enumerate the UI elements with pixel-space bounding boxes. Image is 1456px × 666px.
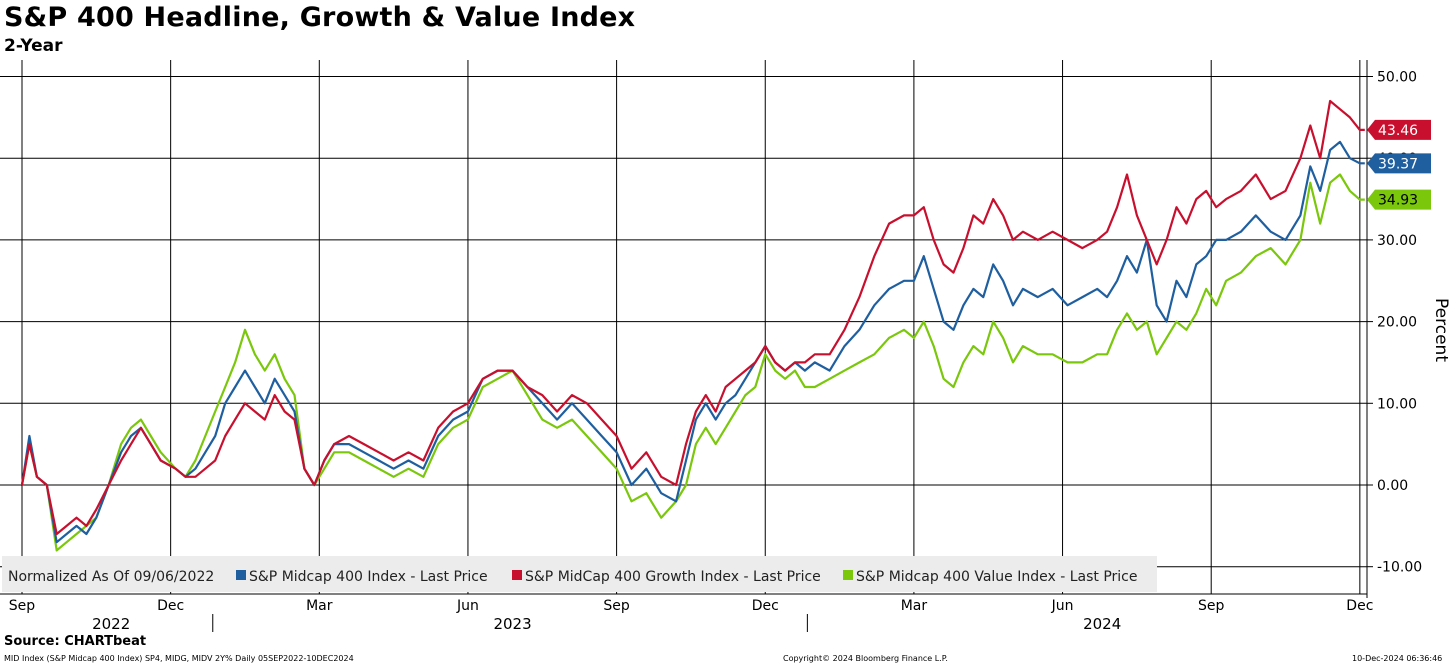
legend-label: S&P Midcap 400 Value Index - Last Price: [856, 569, 1138, 585]
footer-timestamp: 10-Dec-2024 06:36:46: [1352, 654, 1443, 663]
chart-subtitle: 2-Year: [4, 36, 63, 56]
legend-label: S&P MidCap 400 Growth Index - Last Price: [525, 569, 821, 585]
last-value-tag: 39.37: [1367, 153, 1431, 174]
tag-box: [1367, 153, 1431, 174]
year-label: 2024: [1083, 615, 1121, 633]
source-note: Source: CHARTbeat: [4, 634, 147, 649]
legend-swatch: [236, 570, 246, 580]
tag-box: [1367, 189, 1431, 210]
year-label: 2023: [493, 615, 531, 633]
y-tick-label: 50.00: [1377, 70, 1417, 86]
y-tick-label: 10.00: [1377, 396, 1417, 412]
chart-title: S&P 400 Headline, Growth & Value Index: [4, 2, 636, 33]
tag-box: [1367, 119, 1431, 140]
y-axis-label: Percent: [1431, 298, 1451, 362]
footer-left: MID Index (S&P Midcap 400 Index) SP4, MI…: [4, 654, 354, 663]
legend: Normalized As Of 09/06/2022 S&P Midcap 40…: [2, 556, 1157, 592]
x-tick-label: Sep: [9, 598, 36, 614]
legend-background: [2, 556, 1157, 592]
x-tick-label: Dec: [1346, 598, 1373, 614]
line-chart: Normalized As Of 09/06/2022 S&P Midcap 40…: [0, 60, 1451, 633]
y-tick-label: 0.00: [1377, 478, 1408, 494]
y-tick-label: 30.00: [1377, 233, 1417, 249]
tag-value: 34.93: [1378, 193, 1418, 209]
legend-swatch: [512, 570, 522, 580]
x-tick-label: Jun: [1051, 598, 1074, 614]
y-tick-label: 20.00: [1377, 315, 1417, 331]
series-lines: [20, 99, 1365, 552]
legend-swatch: [843, 570, 853, 580]
last-value-tags: 39.37 43.46 34.93: [1367, 119, 1431, 210]
x-tick-label: Sep: [603, 598, 630, 614]
tag-value: 39.37: [1378, 156, 1418, 172]
series-line-headline: [20, 140, 1365, 544]
x-axis: Sep Dec Mar Jun Sep Dec Mar Jun Sep Dec 2022 2023 20…: [0, 593, 1373, 633]
last-value-tag: 43.46: [1367, 119, 1431, 140]
year-label: 2022: [92, 615, 130, 633]
x-tick-label: Dec: [752, 598, 779, 614]
x-tick-label: Mar: [901, 598, 928, 614]
series-line-growth: [20, 99, 1365, 536]
legend-note: Normalized As Of 09/06/2022: [8, 569, 214, 585]
footer-copyright: Copyright© 2024 Bloomberg Finance L.P.: [783, 654, 948, 663]
legend-label: S&P Midcap 400 Index - Last Price: [249, 569, 488, 585]
x-tick-label: Jun: [456, 598, 479, 614]
x-tick-label: Dec: [157, 598, 184, 614]
last-value-tag: 34.93: [1367, 189, 1431, 210]
x-tick-label: Mar: [306, 598, 333, 614]
series-line-value: [20, 173, 1365, 552]
tag-value: 43.46: [1378, 123, 1418, 139]
x-tick-label: Sep: [1198, 598, 1225, 614]
y-tick-label: -10.00: [1377, 560, 1422, 576]
grid-lines: [0, 60, 1367, 594]
y-axis: -10.000.0010.0020.0030.0040.0050.00Perce…: [1366, 60, 1451, 598]
